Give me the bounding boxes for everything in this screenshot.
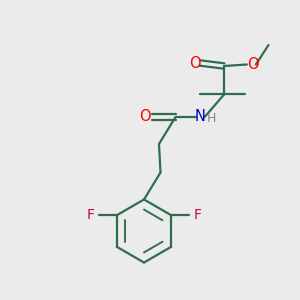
Text: H: H — [207, 112, 216, 125]
Text: O: O — [247, 57, 259, 72]
Text: F: F — [194, 208, 201, 222]
Text: N: N — [195, 110, 206, 124]
Text: F: F — [87, 208, 94, 222]
Text: O: O — [139, 110, 150, 124]
Text: O: O — [189, 56, 200, 70]
